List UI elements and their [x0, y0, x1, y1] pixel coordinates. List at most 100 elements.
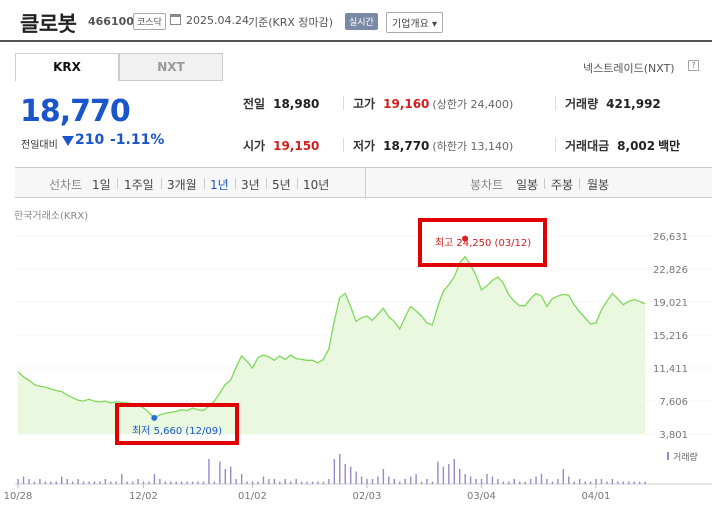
- volume-bar: [475, 479, 477, 484]
- volume-bar: [617, 481, 619, 484]
- price-line: [17, 255, 646, 419]
- period-3m[interactable]: 3개월: [167, 178, 197, 192]
- volume-bar: [606, 481, 608, 484]
- volume-bar: [502, 481, 505, 484]
- volume-bar: [219, 461, 221, 484]
- period-1d[interactable]: 1일: [92, 178, 111, 192]
- volume-bar: [17, 479, 19, 484]
- stat-value: 8,002: [617, 139, 656, 153]
- volume-bar: [61, 476, 63, 484]
- volume-bar: [420, 481, 423, 484]
- volume-bar: [50, 481, 52, 484]
- volume-bar: [546, 479, 548, 484]
- volume-bar: [633, 481, 635, 484]
- volume-bar: [366, 479, 368, 484]
- volume-bar: [638, 481, 641, 484]
- high-annotation: 최고 24,250 (03/12): [435, 237, 531, 249]
- volume-bar: [382, 469, 385, 484]
- volume-bar: [175, 481, 177, 484]
- y-tick-label: 22,826: [653, 265, 688, 276]
- volume-bar: [328, 479, 330, 484]
- volume-bar: [529, 479, 532, 484]
- company-overview-dropdown[interactable]: 기업개요 ▾: [386, 12, 443, 33]
- volume-bar: [622, 481, 624, 484]
- volume-bar: [339, 454, 341, 484]
- stat-sub: (하한가 13,140): [432, 140, 514, 153]
- volume-bar: [551, 481, 554, 484]
- candle-monthly[interactable]: 월봉: [587, 178, 610, 192]
- candle-chart-label: 봉차트: [470, 178, 504, 192]
- volume-bar: [377, 476, 379, 484]
- volume-bar: [104, 479, 107, 484]
- volume-bar: [306, 481, 308, 484]
- divider: [235, 178, 236, 189]
- volume-bar: [448, 464, 450, 484]
- nextrade-link[interactable]: 넥스트레이드(NXT): [583, 62, 675, 75]
- volume-bar: [66, 479, 68, 484]
- y-tick-label: 26,631: [653, 232, 688, 243]
- volume-bar: [262, 476, 265, 484]
- tab-krx[interactable]: KRX: [15, 53, 119, 81]
- stat-value: 18,980: [273, 97, 320, 111]
- candle-weekly[interactable]: 주봉: [551, 178, 574, 192]
- volume-bar: [442, 466, 445, 484]
- volume-bar: [349, 466, 352, 484]
- stat-amount: 거래대금 8,002 백만: [565, 137, 680, 154]
- divider: [343, 96, 344, 110]
- period-10y[interactable]: 10년: [303, 178, 330, 192]
- volume-bar: [197, 481, 199, 484]
- candle-daily[interactable]: 일봉: [516, 178, 539, 192]
- change-label: 전일대비: [21, 140, 58, 151]
- period-3y[interactable]: 3년: [241, 178, 260, 192]
- help-icon[interactable]: ?: [688, 60, 699, 71]
- volume-bar: [153, 474, 156, 484]
- quote-basis: 기준(KRX 장마감): [248, 16, 334, 29]
- tab-nxt[interactable]: NXT: [119, 53, 223, 81]
- y-tick-label: 19,021: [653, 298, 688, 309]
- realtime-button[interactable]: 실시간: [345, 13, 378, 30]
- volume-bar: [120, 474, 123, 484]
- volume-bar: [279, 481, 281, 484]
- line-chart-label: 선차트: [49, 178, 83, 192]
- divider: [297, 178, 298, 189]
- volume-bar: [524, 481, 526, 484]
- stat-volume: 거래량 421,992: [565, 95, 661, 112]
- volume-bar: [497, 479, 499, 484]
- calendar-icon: [170, 14, 181, 25]
- period-1w[interactable]: 1주일: [124, 178, 154, 192]
- volume-bar: [170, 481, 172, 484]
- volume-bar: [33, 481, 36, 484]
- volume-bar: [186, 481, 188, 484]
- volume-bar: [360, 476, 363, 484]
- volume-bar: [235, 479, 237, 484]
- volume-bar: [273, 479, 276, 484]
- stock-header: 클로봇 466100 코스닥 2025.04.24 기준(KRX 장마감) 실시…: [0, 0, 712, 42]
- divider: [204, 178, 205, 189]
- volume-bar: [290, 481, 292, 484]
- x-tick-label: 02/03: [353, 491, 382, 502]
- volume-bar: [513, 479, 515, 484]
- stat-sub: (상한가 24,400): [432, 98, 514, 111]
- volume-bar: [568, 476, 570, 484]
- volume-bar: [589, 481, 592, 484]
- volume-bar: [71, 481, 74, 484]
- y-tick-label: 3,801: [659, 430, 688, 441]
- y-tick-label: 7,606: [659, 397, 688, 408]
- volume-bar: [39, 479, 41, 484]
- chart-source-label: 한국거래소(KRX): [14, 211, 89, 222]
- down-arrow-icon: [62, 136, 74, 146]
- divider: [343, 138, 344, 152]
- volume-bar: [644, 481, 646, 484]
- volume-bar: [230, 466, 232, 484]
- volume-bar: [459, 469, 461, 484]
- period-1y[interactable]: 1년: [210, 178, 229, 192]
- volume-bar: [22, 476, 25, 484]
- stat-high: 고가 19,160 (상한가 24,400): [353, 95, 513, 112]
- volume-bar: [611, 479, 614, 484]
- period-5y[interactable]: 5년: [272, 178, 291, 192]
- volume-bar: [224, 469, 226, 484]
- volume-bar: [44, 481, 47, 484]
- divider: [266, 178, 267, 189]
- volume-bar: [202, 481, 205, 484]
